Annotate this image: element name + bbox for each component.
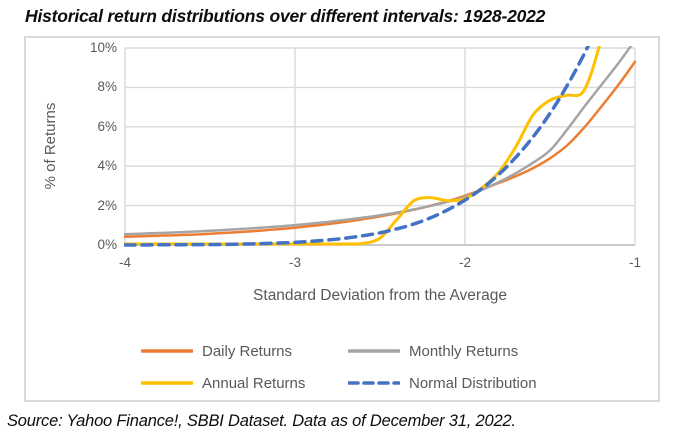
x-tick-label: -3 (288, 255, 301, 270)
legend-item-annual-returns: Annual Returns (141, 373, 305, 393)
x-tick-label: -4 (118, 255, 131, 270)
legend-swatch-annual-line-icon (141, 381, 193, 385)
y-tick-label: 0% (97, 237, 117, 252)
legend-item-daily-returns: Daily Returns (141, 341, 292, 361)
y-tick-label: 8% (97, 79, 117, 95)
legend-swatch-daily-line-icon (141, 349, 193, 353)
legend-swatch-monthly-line-icon (348, 349, 400, 353)
y-axis-title: % of Returns (42, 102, 59, 190)
legend-label-normal: Normal Distribution (409, 374, 537, 392)
y-tick-label: 6% (97, 118, 117, 134)
source-note: Source: Yahoo Finance!, SBBI Dataset. Da… (7, 412, 516, 430)
x-tick-label: -1 (628, 255, 641, 270)
x-axis-title: Standard Deviation from the Average (253, 287, 507, 304)
y-tick-label: 2% (97, 197, 117, 213)
legend-swatch-normal-dashed-line-icon (348, 381, 400, 385)
chart-title: Historical return distributions over dif… (25, 6, 546, 26)
legend-label-daily: Daily Returns (202, 342, 293, 360)
x-tick-label: -2 (458, 255, 471, 270)
y-tick-label: 4% (97, 158, 117, 174)
legend-item-monthly-returns: Monthly Returns (348, 341, 518, 361)
legend-label-monthly: Monthly Returns (409, 342, 519, 360)
legend-label-annual: Annual Returns (202, 374, 306, 392)
y-tick-label: 10% (89, 40, 117, 55)
legend-item-normal-distribution: Normal Distribution (348, 373, 537, 393)
